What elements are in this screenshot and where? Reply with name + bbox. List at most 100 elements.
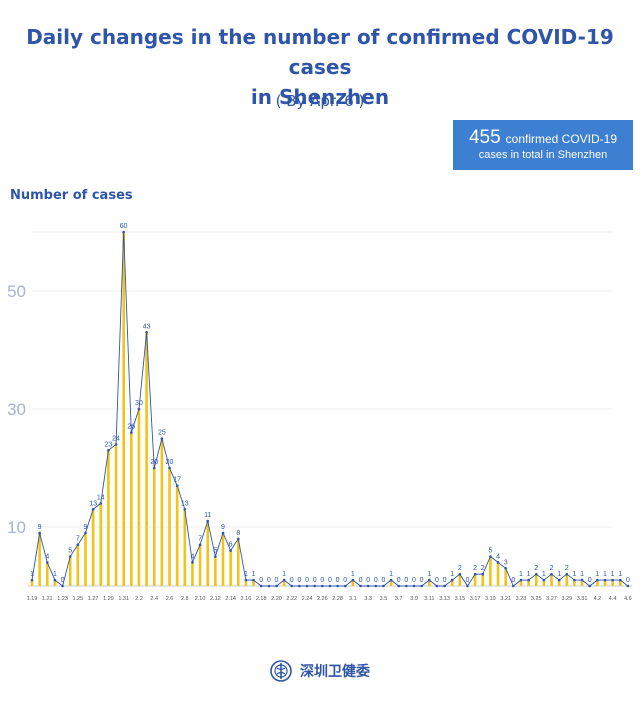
data-point	[573, 578, 576, 582]
x-tick-label: 3.27	[546, 596, 557, 602]
data-label: 14	[97, 494, 105, 501]
x-tick-label: 3.7	[395, 596, 403, 602]
bar	[122, 232, 125, 586]
data-point	[336, 584, 339, 588]
bar	[107, 450, 110, 586]
x-tick-label: 3.5	[380, 596, 388, 602]
bar	[145, 332, 148, 586]
x-tick-label: 2.2	[135, 596, 143, 602]
bar	[565, 574, 569, 586]
x-tick-label: 3.21	[500, 596, 511, 602]
data-label: 1	[572, 571, 576, 578]
bar	[519, 580, 523, 586]
data-point	[321, 584, 324, 588]
data-label: 1	[450, 571, 454, 578]
bar	[557, 580, 561, 586]
data-label: 17	[173, 477, 181, 484]
data-label: 9	[84, 524, 88, 531]
bar	[389, 580, 393, 586]
x-tick-label: 3.9	[410, 596, 418, 602]
data-label: 0	[412, 577, 416, 584]
title-line-2: in Shenzhen	[250, 85, 390, 109]
data-point	[435, 584, 439, 588]
data-point	[229, 549, 232, 552]
x-tick-label: 2.18	[256, 596, 267, 602]
x-tick-label: 2.24	[302, 596, 313, 602]
x-tick-label: 2.8	[181, 596, 189, 602]
data-point	[618, 578, 622, 582]
bar	[618, 580, 622, 586]
x-tick-label: 4.4	[609, 596, 617, 602]
bar	[458, 574, 462, 586]
x-tick-label: 2.16	[241, 596, 252, 602]
data-point	[107, 449, 110, 452]
data-label: 0	[626, 577, 630, 584]
data-point	[313, 584, 316, 588]
data-label: 43	[143, 323, 151, 330]
bar	[504, 568, 507, 586]
data-point	[45, 561, 49, 564]
data-label: 2	[550, 565, 554, 572]
data-label: 7	[76, 536, 80, 543]
bar	[481, 574, 485, 586]
y-tick-label: 10	[7, 518, 26, 537]
bar	[596, 580, 599, 586]
data-label: 1	[557, 571, 561, 578]
data-label: 5	[68, 548, 72, 555]
data-point	[412, 584, 416, 588]
x-tick-label: 2.12	[210, 596, 221, 602]
bar	[175, 485, 179, 586]
data-point	[328, 584, 332, 588]
data-label: 1	[389, 571, 393, 578]
data-label: 0	[374, 577, 378, 584]
data-point	[557, 578, 561, 582]
data-point	[389, 578, 393, 582]
data-point	[580, 578, 584, 582]
data-point	[466, 584, 469, 588]
data-label: 0	[466, 577, 470, 584]
bar	[38, 532, 41, 586]
data-point	[534, 572, 538, 576]
data-point	[206, 519, 210, 523]
bar	[214, 556, 217, 586]
data-label: 0	[443, 577, 447, 584]
data-label: 23	[105, 441, 113, 448]
total-cases-label: confirmed COVID-19	[505, 131, 618, 146]
data-label: 0	[290, 577, 294, 584]
x-tick-label: 3.13	[439, 596, 450, 602]
bar	[603, 580, 607, 586]
data-label: 1	[603, 571, 607, 578]
data-label: 1	[595, 571, 599, 578]
data-point	[252, 578, 255, 582]
data-point	[512, 584, 515, 588]
data-label: 1	[244, 571, 248, 578]
bar	[527, 580, 530, 586]
data-label: 0	[435, 577, 439, 584]
data-point	[366, 584, 370, 588]
data-point	[382, 584, 385, 588]
data-label: 0	[397, 577, 401, 584]
data-point	[244, 578, 248, 582]
x-tick-label: 2.4	[150, 596, 158, 602]
data-label: 2	[534, 565, 538, 572]
bar	[252, 580, 255, 586]
data-point	[473, 572, 477, 576]
bar	[282, 580, 286, 586]
data-label: 0	[275, 577, 279, 584]
data-point	[565, 572, 569, 576]
data-point	[198, 543, 202, 546]
data-point	[91, 508, 95, 511]
data-point	[53, 578, 57, 582]
total-cases-box: 455 confirmed COVID-19 cases in total in …	[453, 120, 633, 170]
data-label: 2	[481, 565, 485, 572]
data-point	[122, 230, 125, 234]
x-tick-label: 1.27	[88, 596, 99, 602]
data-label: 0	[336, 577, 340, 584]
x-tick-label: 3.25	[531, 596, 542, 602]
data-point	[374, 584, 378, 588]
bar	[573, 580, 576, 586]
data-label: 1	[527, 571, 531, 578]
data-label: 1	[53, 571, 57, 578]
data-point	[175, 484, 179, 488]
data-point	[351, 578, 355, 582]
